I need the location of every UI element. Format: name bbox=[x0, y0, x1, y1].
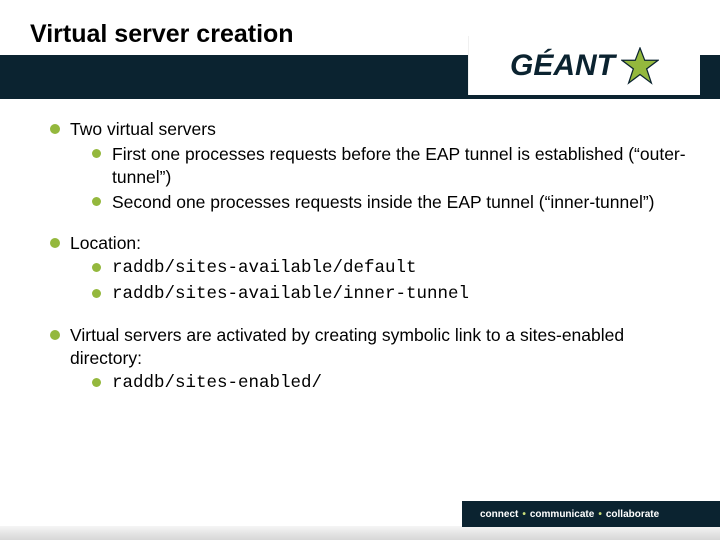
list-item-text: Location: bbox=[70, 232, 690, 255]
bullet-icon bbox=[92, 372, 112, 395]
list-item-text: Two virtual servers bbox=[70, 118, 690, 141]
sub-list-item: raddb/sites-enabled/ bbox=[92, 372, 690, 395]
logo-text: GÉANT bbox=[510, 49, 615, 83]
sub-list-item-text: raddb/sites-available/inner-tunnel bbox=[112, 283, 690, 306]
bullet-icon bbox=[50, 324, 70, 395]
dot-icon: • bbox=[598, 509, 602, 520]
bullet-icon bbox=[92, 143, 112, 189]
sub-list-item: First one processes requests before the … bbox=[92, 143, 690, 189]
content-area: Two virtual serversFirst one processes r… bbox=[0, 100, 720, 395]
list-item-body: Location:raddb/sites-available/default ra… bbox=[70, 232, 690, 305]
sub-list-item-text: raddb/sites-available/default bbox=[112, 257, 690, 280]
list-item: Two virtual serversFirst one processes r… bbox=[50, 118, 690, 214]
sub-list-item: Second one processes requests inside the… bbox=[92, 191, 690, 214]
sub-list-item-text: raddb/sites-enabled/ bbox=[112, 372, 690, 395]
logo: GÉANT bbox=[468, 36, 700, 95]
footer-word: collaborate bbox=[606, 509, 659, 520]
footer-shadow bbox=[0, 526, 720, 540]
footer-word: connect bbox=[480, 509, 518, 520]
bullet-icon bbox=[50, 232, 70, 305]
star-icon bbox=[621, 47, 659, 85]
list-item-body: Two virtual serversFirst one processes r… bbox=[70, 118, 690, 214]
list-item-text: Virtual servers are activated by creatin… bbox=[70, 324, 690, 370]
sub-list-item-text: First one processes requests before the … bbox=[112, 143, 690, 189]
page-title: Virtual server creation bbox=[30, 20, 294, 49]
list-item-body: Virtual servers are activated by creatin… bbox=[70, 324, 690, 395]
bullet-icon bbox=[92, 257, 112, 280]
bullet-icon bbox=[92, 283, 112, 306]
bullet-icon bbox=[92, 191, 112, 214]
sub-list-item: raddb/sites-available/default bbox=[92, 257, 690, 280]
footer-tagline: connect • communicate • collaborate bbox=[462, 501, 720, 527]
footer-word: communicate bbox=[530, 509, 594, 520]
sub-list-item-text: Second one processes requests inside the… bbox=[112, 191, 690, 214]
list-item: Location:raddb/sites-available/default ra… bbox=[50, 232, 690, 305]
sub-list-item: raddb/sites-available/inner-tunnel bbox=[92, 283, 690, 306]
dot-icon: • bbox=[522, 509, 526, 520]
bullet-icon bbox=[50, 118, 70, 214]
list-item: Virtual servers are activated by creatin… bbox=[50, 324, 690, 395]
